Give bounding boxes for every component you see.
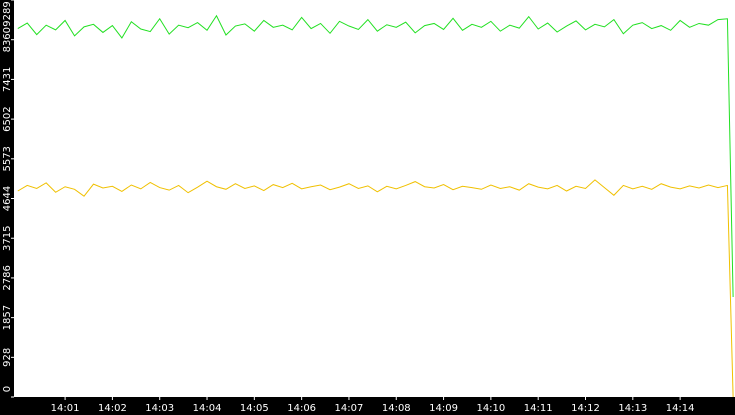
y-tick-label: 7431	[2, 67, 13, 92]
y-tick-label: 3715	[2, 225, 13, 250]
x-tick-label: 14:01	[51, 403, 80, 414]
x-tick-label: 14:04	[193, 403, 222, 414]
x-tick-label: 14:09	[429, 403, 458, 414]
x-tick-label: 14:02	[98, 403, 127, 414]
x-tick-label: 14:13	[618, 403, 647, 414]
x-tick-label: 14:07	[335, 403, 364, 414]
y-tick-label: 4644	[2, 186, 13, 211]
x-tick-label: 14:05	[240, 403, 269, 414]
x-tick-label: 14:10	[476, 403, 505, 414]
y-tick-label: 9289	[2, 1, 13, 26]
y-tick-label: 2786	[2, 265, 13, 290]
x-tick-label: 14:03	[145, 403, 174, 414]
y-tick-label: 928	[2, 348, 13, 367]
x-tick-label: 14:12	[571, 403, 600, 414]
y-tick-label: 0	[2, 386, 13, 392]
series-line	[17, 14, 734, 298]
y-tick-label: 5573	[2, 146, 13, 171]
y-tick-label: 1857	[2, 305, 13, 330]
y-tick-label: 8360	[2, 27, 13, 52]
series-line	[17, 179, 734, 398]
x-tick-label: 14:08	[382, 403, 411, 414]
x-tick-label: 14:06	[287, 403, 316, 414]
y-axis-strip	[0, 0, 14, 415]
x-tick-label: 14:14	[666, 403, 695, 414]
x-tick-label: 14:11	[524, 403, 553, 414]
x-axis-strip	[0, 397, 735, 415]
y-tick-label: 6502	[2, 106, 13, 131]
